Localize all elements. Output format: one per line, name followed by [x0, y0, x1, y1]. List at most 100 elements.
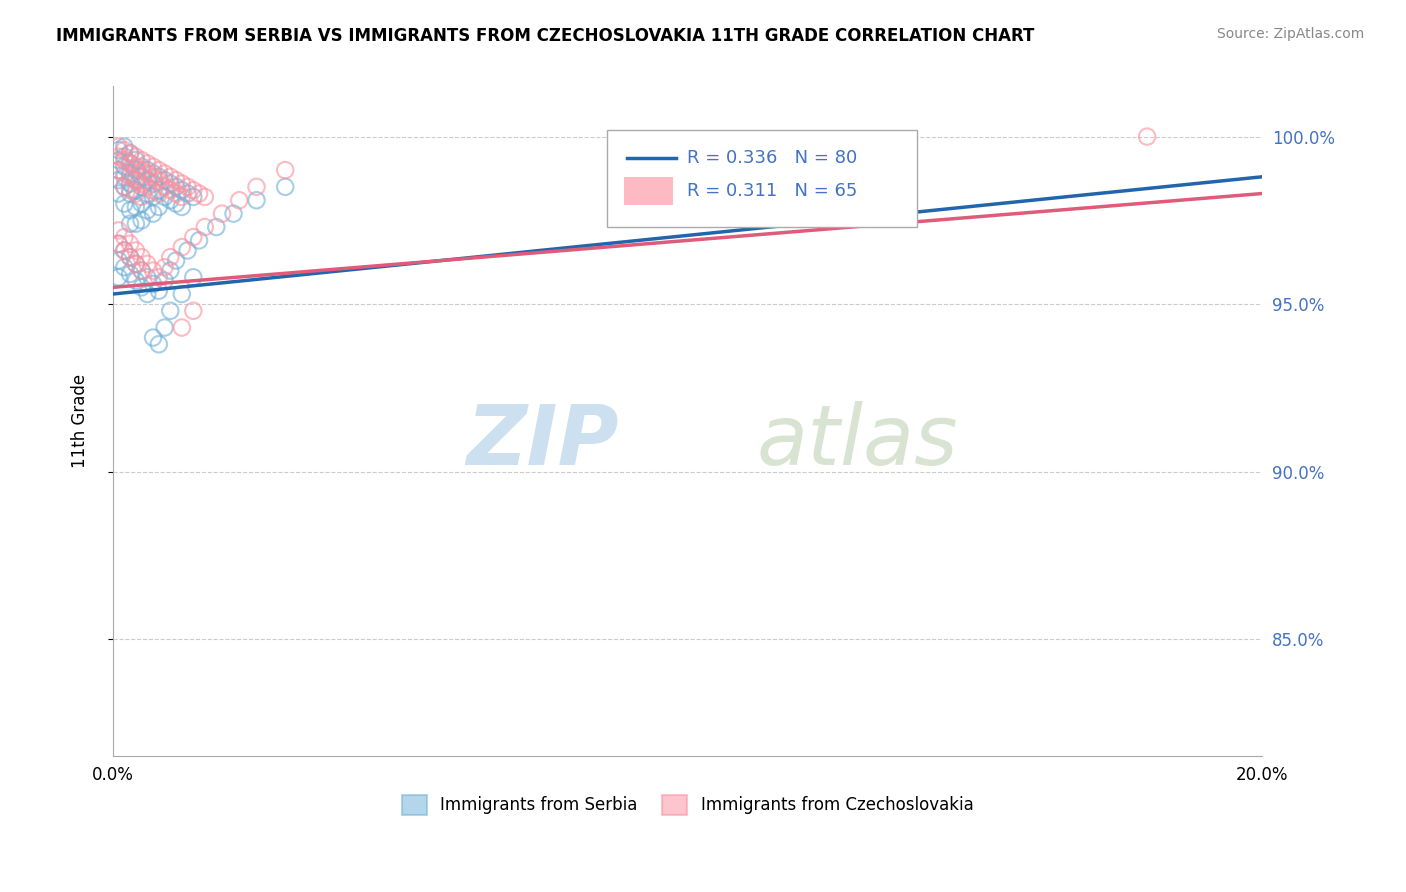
Point — [148, 200, 170, 214]
Point — [125, 150, 148, 164]
Point — [131, 190, 153, 204]
Point — [120, 156, 142, 170]
Point — [181, 230, 204, 244]
Point — [142, 160, 165, 174]
Point — [107, 236, 129, 251]
Point — [112, 143, 135, 157]
Point — [120, 146, 142, 161]
Point — [112, 244, 135, 258]
Point — [211, 207, 233, 221]
Point — [274, 163, 297, 178]
Point — [125, 257, 148, 271]
Point — [131, 263, 153, 277]
Point — [112, 160, 135, 174]
Point — [165, 186, 187, 201]
Point — [165, 179, 187, 194]
Point — [148, 270, 170, 285]
Point — [136, 186, 159, 201]
Point — [153, 190, 176, 204]
Point — [120, 203, 142, 218]
Point — [142, 330, 165, 344]
Point — [194, 190, 217, 204]
Point — [120, 169, 142, 184]
Point — [148, 169, 170, 184]
Point — [131, 160, 153, 174]
Point — [142, 190, 165, 204]
Point — [107, 270, 129, 285]
Point — [107, 236, 129, 251]
Point — [120, 186, 142, 201]
Point — [136, 166, 159, 180]
Legend: Immigrants from Serbia, Immigrants from Czechoslovakia: Immigrants from Serbia, Immigrants from … — [395, 788, 980, 822]
Point — [148, 183, 170, 197]
Point — [228, 193, 250, 207]
Point — [125, 217, 148, 231]
Point — [142, 277, 165, 291]
Point — [170, 287, 193, 301]
Point — [142, 263, 165, 277]
Point — [131, 280, 153, 294]
Text: Source: ZipAtlas.com: Source: ZipAtlas.com — [1216, 27, 1364, 41]
Point — [165, 196, 187, 211]
Point — [112, 244, 135, 258]
Point — [112, 169, 135, 184]
Point — [131, 263, 153, 277]
Point — [170, 190, 193, 204]
Point — [112, 260, 135, 275]
Point — [107, 139, 129, 153]
Point — [176, 186, 198, 201]
Point — [142, 207, 165, 221]
Y-axis label: 11th Grade: 11th Grade — [72, 375, 89, 468]
Point — [153, 320, 176, 334]
Point — [245, 193, 267, 207]
Point — [107, 186, 129, 201]
Point — [274, 179, 297, 194]
Point — [159, 250, 181, 264]
Point — [188, 186, 211, 201]
Point — [112, 196, 135, 211]
Text: IMMIGRANTS FROM SERBIA VS IMMIGRANTS FROM CZECHOSLOVAKIA 11TH GRADE CORRELATION : IMMIGRANTS FROM SERBIA VS IMMIGRANTS FRO… — [56, 27, 1035, 45]
Point — [205, 220, 228, 235]
Point — [125, 153, 148, 167]
Point — [165, 173, 187, 187]
Point — [181, 183, 204, 197]
Point — [120, 156, 142, 170]
Point — [107, 163, 129, 178]
Point — [125, 173, 148, 187]
Point — [131, 169, 153, 184]
Point — [131, 213, 153, 227]
Point — [153, 179, 176, 194]
Point — [131, 196, 153, 211]
Point — [125, 183, 148, 197]
Point — [136, 203, 159, 218]
Point — [153, 166, 176, 180]
Point — [112, 179, 135, 194]
Point — [148, 284, 170, 298]
Point — [136, 270, 159, 285]
Point — [1136, 129, 1159, 144]
Point — [188, 234, 211, 248]
Point — [170, 240, 193, 254]
Point — [107, 253, 129, 268]
Point — [181, 190, 204, 204]
Point — [170, 177, 193, 191]
Point — [170, 183, 193, 197]
Point — [112, 179, 135, 194]
Point — [159, 177, 181, 191]
Text: atlas: atlas — [756, 401, 957, 482]
Point — [125, 160, 148, 174]
Point — [120, 146, 142, 161]
Point — [131, 163, 153, 178]
Point — [176, 244, 198, 258]
Text: R = 0.336   N = 80: R = 0.336 N = 80 — [688, 149, 858, 167]
Point — [148, 163, 170, 178]
Point — [148, 186, 170, 201]
Point — [125, 186, 148, 201]
Point — [107, 173, 129, 187]
Point — [120, 183, 142, 197]
Point — [125, 257, 148, 271]
Point — [181, 270, 204, 285]
Point — [120, 217, 142, 231]
Point — [159, 183, 181, 197]
Point — [107, 223, 129, 237]
